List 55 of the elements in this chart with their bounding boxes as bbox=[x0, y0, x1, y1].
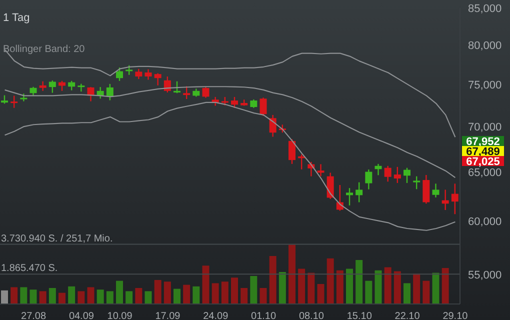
candlestick bbox=[116, 66, 123, 82]
candlestick bbox=[10, 95, 18, 108]
x-tick-label: 08.10 bbox=[298, 311, 324, 320]
candlestick bbox=[365, 168, 372, 190]
x-tick-label: 01.10 bbox=[251, 311, 276, 320]
x-tick-label: 10.09 bbox=[107, 311, 133, 320]
candlestick bbox=[394, 166, 401, 184]
candlestick bbox=[202, 86, 210, 98]
y-tick-label: 80,000 bbox=[468, 40, 502, 52]
candlestick bbox=[144, 68, 152, 80]
candlestick bbox=[39, 80, 46, 92]
ref-line-label: 1.865.470 S. bbox=[1, 263, 58, 274]
candlestick bbox=[422, 174, 430, 204]
x-tick-label: 17.09 bbox=[155, 311, 181, 320]
candlestick bbox=[231, 96, 238, 108]
chart-subtitle: 1 Tag bbox=[3, 12, 30, 24]
candlestick bbox=[154, 72, 162, 86]
candlestick bbox=[174, 80, 180, 94]
y-tick-label: 85,000 bbox=[468, 2, 502, 15]
text: 67,489 bbox=[466, 146, 500, 158]
x-tick-label: 27.08 bbox=[21, 311, 46, 320]
candlestick bbox=[68, 80, 76, 91]
y-tick-label: 70,000 bbox=[468, 122, 502, 134]
candlestick bbox=[126, 64, 133, 76]
candlestick bbox=[374, 163, 382, 176]
candlestick bbox=[356, 182, 363, 203]
candlestick bbox=[106, 83, 114, 101]
candlestick bbox=[384, 165, 392, 182]
text: 67,952 bbox=[466, 136, 500, 148]
y-tick-label: 55,000 bbox=[468, 269, 502, 282]
candlestick bbox=[326, 172, 334, 200]
x-tick-label: 29.10 bbox=[442, 311, 468, 320]
candlestick bbox=[135, 68, 142, 80]
candlestick bbox=[432, 183, 440, 198]
x-tick-label: 04.09 bbox=[68, 311, 94, 320]
candlestick bbox=[269, 114, 276, 138]
annotation: Bollinger Band: 20 bbox=[3, 44, 85, 55]
candlestick bbox=[183, 86, 190, 100]
x-tick-label: 24.09 bbox=[203, 311, 229, 320]
candlestick bbox=[78, 83, 85, 92]
candlestick bbox=[260, 97, 267, 116]
y-tick-label: 60,000 bbox=[468, 216, 502, 228]
text: 67,025 bbox=[466, 156, 500, 168]
candlestick bbox=[48, 80, 56, 94]
candlestick bbox=[346, 187, 353, 206]
candlestick bbox=[317, 164, 324, 177]
y-tick-label: 75,000 bbox=[468, 79, 502, 92]
y-tick-label: 65,000 bbox=[468, 167, 502, 180]
x-tick-label: 15.10 bbox=[346, 311, 372, 320]
candlestick bbox=[404, 167, 410, 184]
candlestick bbox=[451, 183, 458, 215]
candlestick bbox=[413, 176, 420, 190]
x-tick-label: 22.10 bbox=[394, 311, 420, 320]
candlestick bbox=[288, 138, 296, 165]
ref-line-label: 3.730.940 S. / 251,7 Mio. bbox=[1, 233, 113, 244]
